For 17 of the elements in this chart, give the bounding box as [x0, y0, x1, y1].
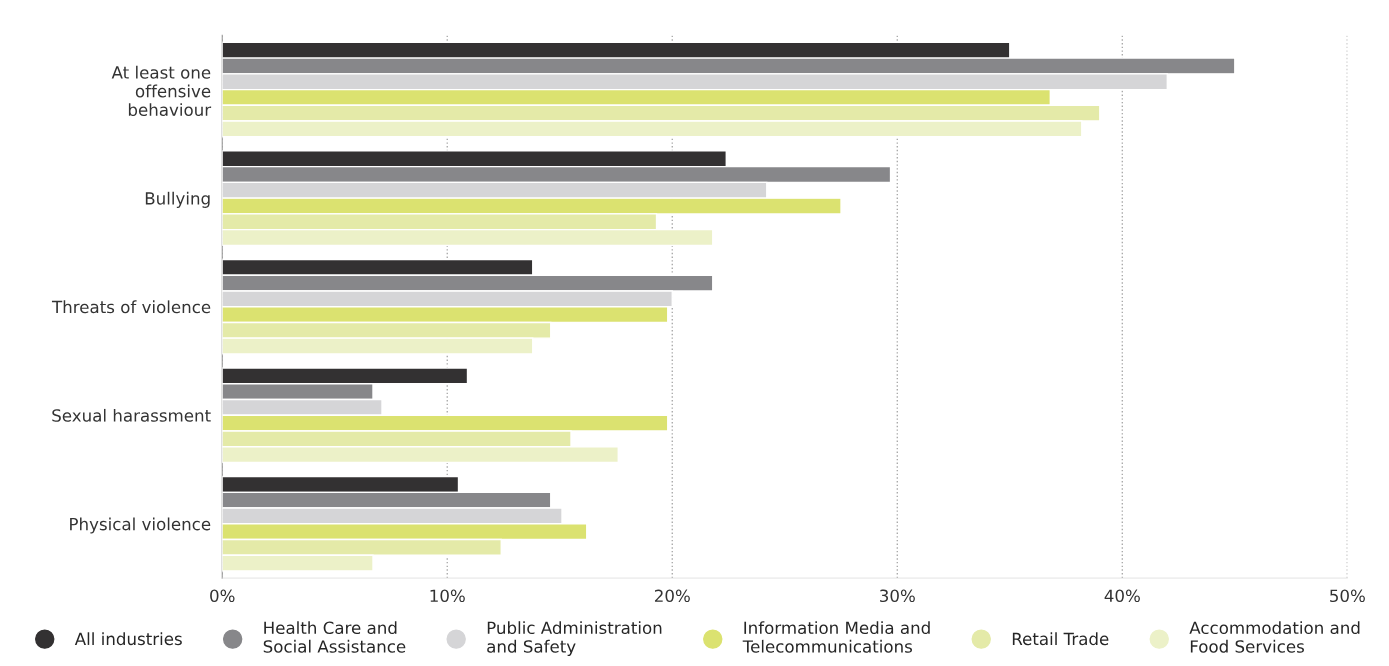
x-tick-label: 40%	[1104, 589, 1140, 603]
y-tick-label: At least one offensive behaviour	[111, 65, 212, 117]
y-tick-label: Sexual harassment	[52, 408, 211, 422]
x-tick-label: 30%	[880, 589, 915, 603]
x-tick-label: 10%	[430, 589, 465, 603]
y-tick-label: Bullying	[145, 191, 210, 208]
y-tick-label: Threats of violence	[51, 300, 211, 314]
legend-label: Accommodation and Food Services	[1189, 621, 1360, 653]
legend-label: Health Care and Social Assistance	[263, 621, 406, 653]
x-tick-label: 20%	[654, 589, 690, 603]
legend-label: Retail Trade	[1012, 632, 1109, 646]
legend-label: Information Media and Telecommunications	[742, 621, 930, 653]
x-tick-label: 50%	[1330, 589, 1365, 603]
y-tick-label: Physical violence	[70, 517, 211, 534]
x-tick-label: 0%	[210, 589, 235, 603]
legend-label: Public Administration and Safety	[487, 621, 662, 656]
legend-label: All industries	[74, 632, 182, 646]
